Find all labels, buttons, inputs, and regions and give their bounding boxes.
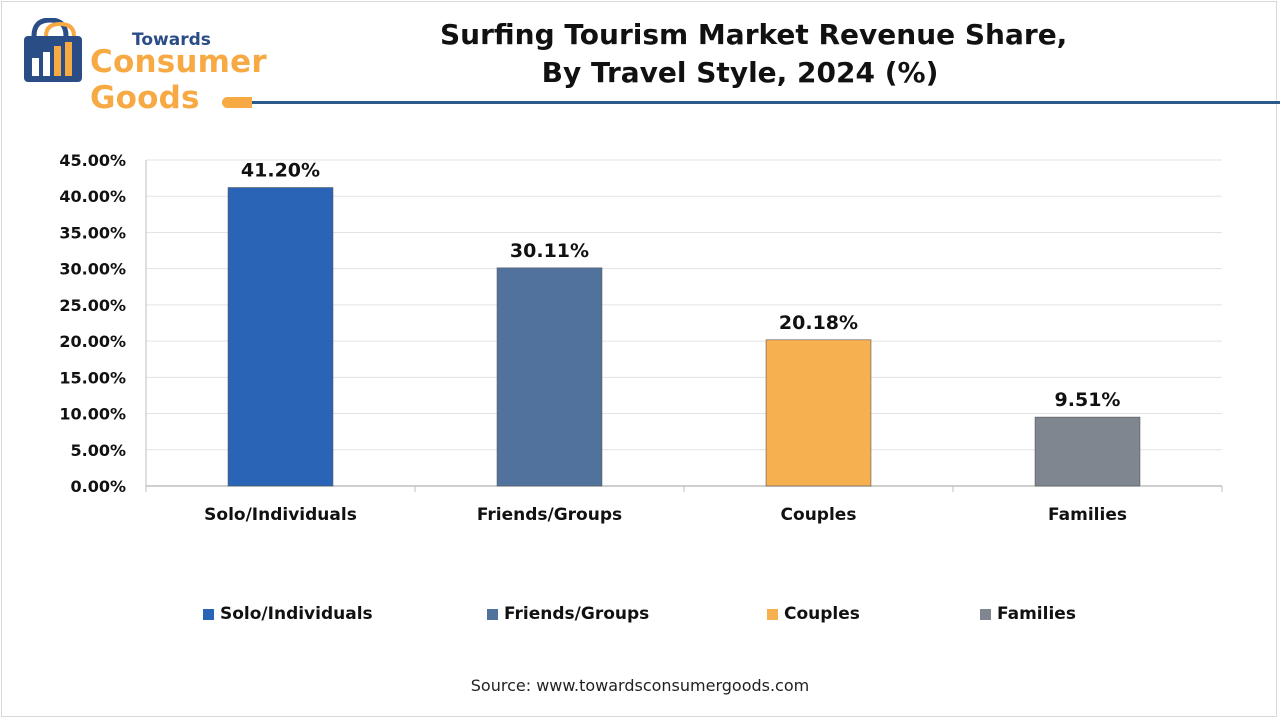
y-tick-label: 15.00%: [59, 368, 126, 387]
y-tick-label: 40.00%: [59, 187, 126, 206]
bar-chart: 0.00% 5.00% 10.00% 15.00% 20.00% 25.00% 30.00%…: [59, 151, 1223, 525]
shopping-bag-icon: [24, 18, 82, 82]
bar: [496, 267, 603, 487]
y-tick-label: 25.00%: [59, 296, 126, 315]
chart-title-line1: Surfing Tourism Market Revenue Share,: [440, 18, 1068, 51]
legend-item: Solo/Individuals: [203, 600, 373, 628]
data-label: 30.11%: [510, 240, 589, 262]
data-label: 9.51%: [1055, 389, 1121, 411]
legend-item: Couples: [767, 600, 860, 628]
chart-title: Surfing Tourism Market Revenue Share, By…: [440, 16, 1068, 92]
legend-swatch: [487, 608, 498, 620]
data-label: 41.20%: [241, 160, 320, 182]
bar: [765, 339, 872, 487]
header-accent-tab: [222, 97, 252, 108]
x-tick-label: Couples: [781, 505, 857, 525]
legend-label: Solo/Individuals: [220, 604, 373, 624]
chart-legend: Solo/Individuals Friends/Groups Couples Fam…: [0, 600, 1280, 628]
logo-consumer-goods-text: Consumer Goods: [90, 44, 267, 116]
y-tick-label: 30.00%: [59, 260, 126, 279]
y-tick-label: 10.00%: [59, 405, 126, 424]
legend-label: Families: [997, 604, 1076, 624]
x-tick-label: Families: [1048, 505, 1127, 525]
logo-towards-text: Towards: [132, 30, 211, 50]
legend-swatch: [203, 608, 214, 620]
legend-swatch: [767, 608, 778, 620]
legend-label: Couples: [784, 604, 860, 624]
header-divider: [250, 101, 1280, 104]
y-tick-label: 0.00%: [70, 477, 126, 496]
brand-logo: Towards Consumer Goods: [20, 18, 380, 116]
bar: [227, 187, 334, 487]
bar: [1034, 416, 1141, 487]
y-tick-label: 45.00%: [59, 151, 126, 170]
y-tick-label: 20.00%: [59, 332, 126, 351]
legend-item: Friends/Groups: [487, 600, 649, 628]
y-tick-label: 35.00%: [59, 223, 126, 242]
legend-item: Families: [980, 600, 1076, 628]
data-label: 20.18%: [779, 312, 858, 334]
x-tick-label: Solo/Individuals: [204, 505, 357, 525]
x-tick-label: Friends/Groups: [477, 505, 622, 525]
chart-title-line2: By Travel Style, 2024 (%): [541, 56, 939, 89]
y-tick-label: 5.00%: [70, 441, 126, 460]
legend-label: Friends/Groups: [504, 604, 650, 624]
source-note: Source: www.towardsconsumergoods.com: [470, 676, 810, 695]
legend-swatch: [980, 608, 991, 620]
